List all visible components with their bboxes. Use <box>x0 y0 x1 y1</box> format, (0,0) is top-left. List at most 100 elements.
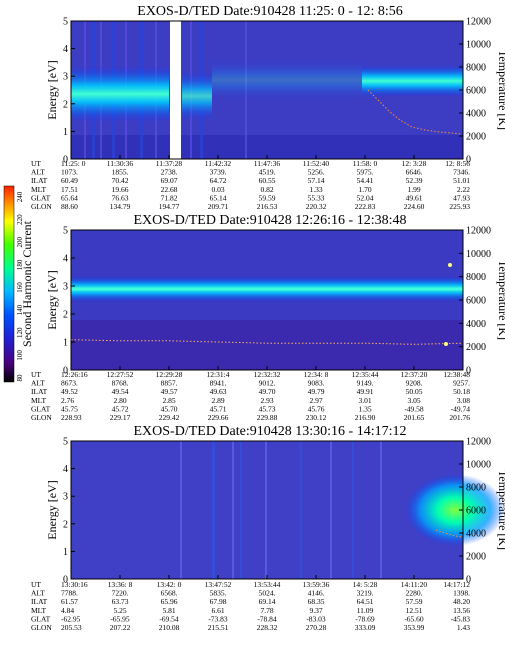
colorbar-tick-label: 100 <box>16 350 24 361</box>
ephemeris-value: 70.42 <box>112 176 129 185</box>
panel-1-y2label: Temperature [K] <box>496 50 505 130</box>
energy-tick-label: 2 <box>63 310 68 321</box>
ephemeris-value: 13:47:52 <box>205 580 232 589</box>
ephemeris-value: 229.42 <box>159 413 180 422</box>
ephemeris-value: 47.93 <box>453 193 470 202</box>
ephemeris-value: 22.68 <box>161 185 178 194</box>
ephemeris-value: 49.52 <box>61 387 78 396</box>
temperature-tick-label: 6000 <box>466 506 486 517</box>
energy-tick-label: 5 <box>63 437 68 448</box>
ephemeris-value: -62.95 <box>61 614 81 623</box>
ephemeris-value: 57.59 <box>406 597 423 606</box>
ephemeris-value: 11:52:40 <box>303 159 330 168</box>
colorbar-tick-label: 120 <box>16 327 24 338</box>
ephemeris-value: 12:31:4 <box>207 370 230 379</box>
panel-3-ylabel: Energy [eV] <box>45 480 59 539</box>
ephemeris-value: 63.73 <box>112 597 129 606</box>
ephemeris-value: 9012. <box>259 379 276 388</box>
ephemeris-value: 224.60 <box>404 202 425 211</box>
ephemeris-value: 2.76 <box>61 396 74 405</box>
panel-3: EXOS-D/TED Date:910428 13:30:16 - 14:17:… <box>31 424 505 632</box>
panel-3-temperature-trace <box>435 529 463 538</box>
ephemeris-value: 13.56 <box>453 606 470 615</box>
ephemeris-value: 69.07 <box>161 176 178 185</box>
ephemeris-value: 220.32 <box>306 202 327 211</box>
panel-3-streaks <box>180 441 382 579</box>
energy-tick-label: 0 <box>63 366 68 377</box>
ephemeris-value: -78.84 <box>257 614 277 623</box>
temperature-tick-label: 10000 <box>466 249 491 260</box>
energy-tick-label: 4 <box>63 254 68 265</box>
ephemeris-value: 45.70 <box>161 404 178 413</box>
panel-1-title: EXOS-D/TED Date:910428 11:25: 0 - 12: 8:… <box>137 4 402 19</box>
energy-tick-label: 1 <box>63 338 68 349</box>
ephemeris-value: -49.58 <box>404 404 424 413</box>
ephemeris-value: 0.03 <box>211 185 224 194</box>
temperature-tick-label: 12000 <box>466 437 491 448</box>
ephemeris-value: 11:47:36 <box>254 159 281 168</box>
ephemeris-value: 57.14 <box>308 176 325 185</box>
ephemeris-value: 45.73 <box>259 404 276 413</box>
panel-2-marker-bottom <box>444 342 448 346</box>
temperature-tick-label: 12000 <box>466 226 491 237</box>
ephemeris-value: 60.49 <box>61 176 78 185</box>
ephemeris-row-label: GLAT <box>31 614 51 623</box>
ephemeris-value: -83.03 <box>306 614 326 623</box>
ephemeris-value: 1.99 <box>407 185 420 194</box>
ephemeris-value: 8857. <box>161 379 178 388</box>
colorbar-tick-label: 160 <box>16 282 24 293</box>
ephemeris-value: 55.33 <box>308 193 325 202</box>
ephemeris-row-label: ALT <box>31 379 45 388</box>
temperature-tick-label: 6000 <box>466 86 486 97</box>
ephemeris-row-label: MLT <box>31 606 47 615</box>
ephemeris-value: 49.61 <box>406 193 423 202</box>
ephemeris-value: 50.05 <box>406 387 423 396</box>
ephemeris-value: 12:34: 8 <box>304 370 329 379</box>
ephemeris-value: 353.99 <box>404 623 425 632</box>
temperature-tick-label: 8000 <box>466 483 486 494</box>
colorbar-tick-label: 220 <box>16 214 24 225</box>
ephemeris-value: 12: 8:56 <box>445 159 470 168</box>
ephemeris-value: 51.01 <box>453 176 470 185</box>
ephemeris-value: 194.77 <box>159 202 180 211</box>
ephemeris-value: 9208. <box>406 379 423 388</box>
temperature-tick-label: 4000 <box>466 109 486 120</box>
colorbar-tick-label: 240 <box>16 191 24 202</box>
ephemeris-value: 1855. <box>112 168 129 177</box>
ephemeris-value: 12: 3:28 <box>402 159 427 168</box>
ephemeris-value: -49.74 <box>451 404 471 413</box>
ephemeris-value: 12:38:48 <box>443 370 470 379</box>
ephemeris-value: 67.98 <box>210 597 227 606</box>
ephemeris-value: 65.64 <box>61 193 78 202</box>
ephemeris-value: 49.79 <box>308 387 325 396</box>
temperature-tick-label: 2000 <box>466 342 486 353</box>
colorbar-label: Second Harmonic Current <box>20 220 34 347</box>
ephemeris-row-label: ILAT <box>31 387 48 396</box>
ephemeris-value: 49.91 <box>357 387 374 396</box>
temperature-tick-label: 0 <box>466 366 471 377</box>
ephemeris-value: 4519. <box>259 168 276 177</box>
ephemeris-value: 228.32 <box>257 623 278 632</box>
ephemeris-value: 270.28 <box>306 623 327 632</box>
ephemeris-value: 333.09 <box>355 623 376 632</box>
ephemeris-value: 71.82 <box>161 193 178 202</box>
ephemeris-value: 12:27:52 <box>107 370 134 379</box>
energy-tick-label: 0 <box>63 155 68 166</box>
ephemeris-value: 3.05 <box>407 396 420 405</box>
panel-2-ylabel: Energy [eV] <box>45 270 59 329</box>
energy-tick-label: 3 <box>63 72 68 83</box>
energy-tick-label: 3 <box>63 492 68 503</box>
panel-1-plot <box>70 20 464 160</box>
ephemeris-value: 68.35 <box>308 597 325 606</box>
ephemeris-value: 13:53:44 <box>254 580 281 589</box>
ephemeris-value: 12.51 <box>406 606 423 615</box>
temperature-tick-label: 0 <box>466 155 471 166</box>
ephemeris-value: 201.76 <box>449 413 470 422</box>
ephemeris-value: 64.72 <box>210 176 227 185</box>
ephemeris-value: 5.25 <box>113 606 126 615</box>
ephemeris-value: 65.96 <box>161 597 178 606</box>
ephemeris-row-label: ILAT <box>31 176 48 185</box>
panel-2-temperature-trace <box>70 339 464 345</box>
ephemeris-value: 209.71 <box>208 202 229 211</box>
ephemeris-value: 13:30:16 <box>61 580 88 589</box>
